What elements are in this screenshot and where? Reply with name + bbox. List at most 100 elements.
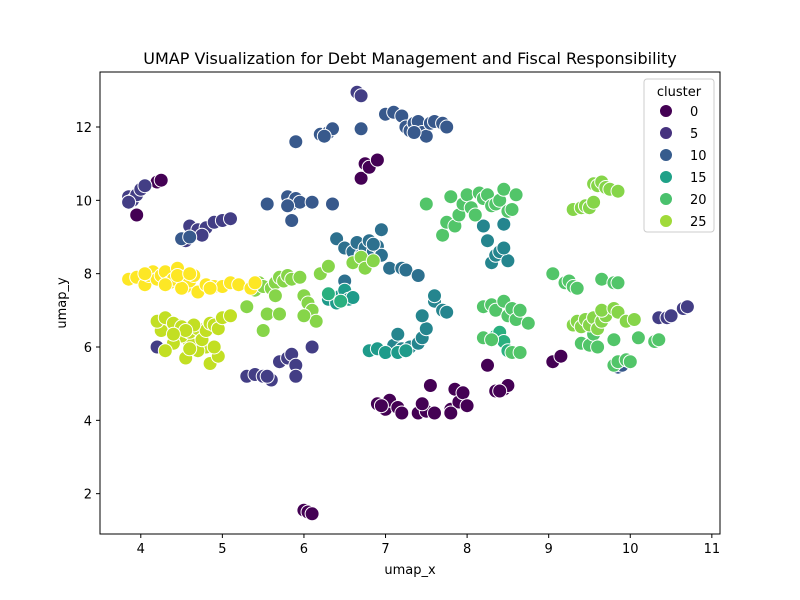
- data-point: [475, 218, 491, 234]
- legend-entries: 0 5 10 15 20 25: [659, 104, 707, 230]
- data-point: [129, 207, 145, 223]
- data-point: [333, 293, 349, 309]
- data-point: [439, 304, 455, 320]
- data-point: [174, 280, 190, 296]
- data-point: [255, 323, 271, 338]
- data-point: [373, 222, 389, 238]
- data-point: [496, 216, 512, 232]
- data-point: [223, 308, 238, 324]
- x-axis-label: umap_x: [384, 563, 436, 578]
- data-point: [272, 306, 287, 322]
- legend-marker: [659, 126, 673, 140]
- legend-label: 10: [690, 149, 707, 164]
- data-point: [455, 385, 471, 401]
- x-tick-label: 8: [463, 542, 471, 557]
- data-point: [292, 269, 308, 285]
- x-tick-label: 11: [704, 542, 721, 557]
- data-point: [398, 262, 414, 278]
- data-point: [153, 172, 169, 188]
- data-point: [223, 211, 238, 227]
- legend: cluster 0 5 10 15 20 25: [643, 78, 715, 233]
- legend-marker: [659, 192, 673, 206]
- x-tick-label: 10: [622, 542, 639, 557]
- data-points: [121, 84, 695, 522]
- data-point: [418, 321, 434, 337]
- legend-marker: [659, 170, 673, 184]
- data-point: [459, 398, 475, 414]
- data-point: [459, 187, 475, 203]
- data-point: [630, 330, 646, 346]
- data-point: [280, 198, 296, 214]
- data-point: [194, 227, 210, 243]
- data-point: [480, 357, 495, 373]
- data-point: [610, 183, 626, 199]
- y-tick-label: 6: [84, 341, 92, 356]
- data-point: [606, 332, 622, 348]
- axes-spines: [99, 71, 721, 535]
- data-point: [365, 253, 381, 269]
- data-point: [202, 280, 218, 296]
- data-point: [422, 378, 438, 393]
- data-point: [414, 308, 430, 324]
- data-point: [365, 236, 381, 252]
- data-point: [443, 189, 459, 205]
- data-point: [121, 194, 137, 210]
- data-point: [353, 88, 369, 104]
- data-point: [586, 194, 602, 210]
- data-point: [182, 229, 198, 245]
- data-point: [443, 405, 459, 421]
- data-point: [288, 134, 304, 150]
- data-point: [508, 187, 524, 203]
- data-point: [170, 268, 185, 283]
- data-point: [492, 383, 508, 399]
- legend-label: 0: [690, 105, 698, 120]
- data-point: [137, 266, 153, 282]
- plot-area: [99, 71, 721, 535]
- data-point: [304, 506, 320, 522]
- data-point: [325, 196, 340, 212]
- y-axis-label: umap_y: [55, 277, 70, 329]
- data-point: [157, 277, 173, 293]
- data-point: [512, 345, 528, 360]
- data-point: [247, 275, 263, 291]
- y-tick-label: 8: [84, 268, 92, 283]
- data-point: [520, 315, 536, 331]
- legend-label: 15: [690, 171, 707, 186]
- chart-title: UMAP Visualization for Debt Management a…: [143, 49, 676, 68]
- data-point: [373, 398, 389, 414]
- x-tick-label: 7: [381, 542, 389, 557]
- legend-label: 20: [690, 193, 707, 208]
- legend-title: cluster: [657, 85, 702, 100]
- data-point: [594, 302, 610, 318]
- legend-marker: [659, 214, 673, 228]
- legend-marker: [659, 148, 673, 162]
- data-point: [353, 121, 369, 137]
- y-tick-label: 4: [84, 414, 92, 429]
- data-point: [206, 339, 222, 355]
- data-point: [267, 288, 283, 304]
- data-point: [569, 280, 585, 296]
- data-point: [353, 170, 369, 186]
- data-point: [545, 266, 561, 282]
- data-point: [157, 343, 173, 359]
- data-point: [418, 196, 434, 212]
- data-point: [137, 178, 153, 194]
- data-point: [369, 152, 385, 168]
- data-point: [679, 299, 695, 315]
- data-point: [512, 302, 528, 318]
- data-point: [663, 308, 679, 324]
- data-point: [484, 332, 500, 348]
- data-point: [320, 258, 336, 274]
- data-point: [182, 341, 198, 357]
- data-point: [398, 343, 414, 359]
- data-point: [439, 119, 455, 135]
- data-point: [304, 194, 320, 210]
- legend-marker: [659, 104, 673, 118]
- data-point: [480, 233, 495, 249]
- data-point: [622, 354, 638, 370]
- data-point: [288, 368, 304, 384]
- data-point: [435, 227, 451, 243]
- x-tick-label: 5: [218, 542, 226, 557]
- legend-label: 5: [690, 127, 698, 142]
- data-point: [496, 181, 512, 197]
